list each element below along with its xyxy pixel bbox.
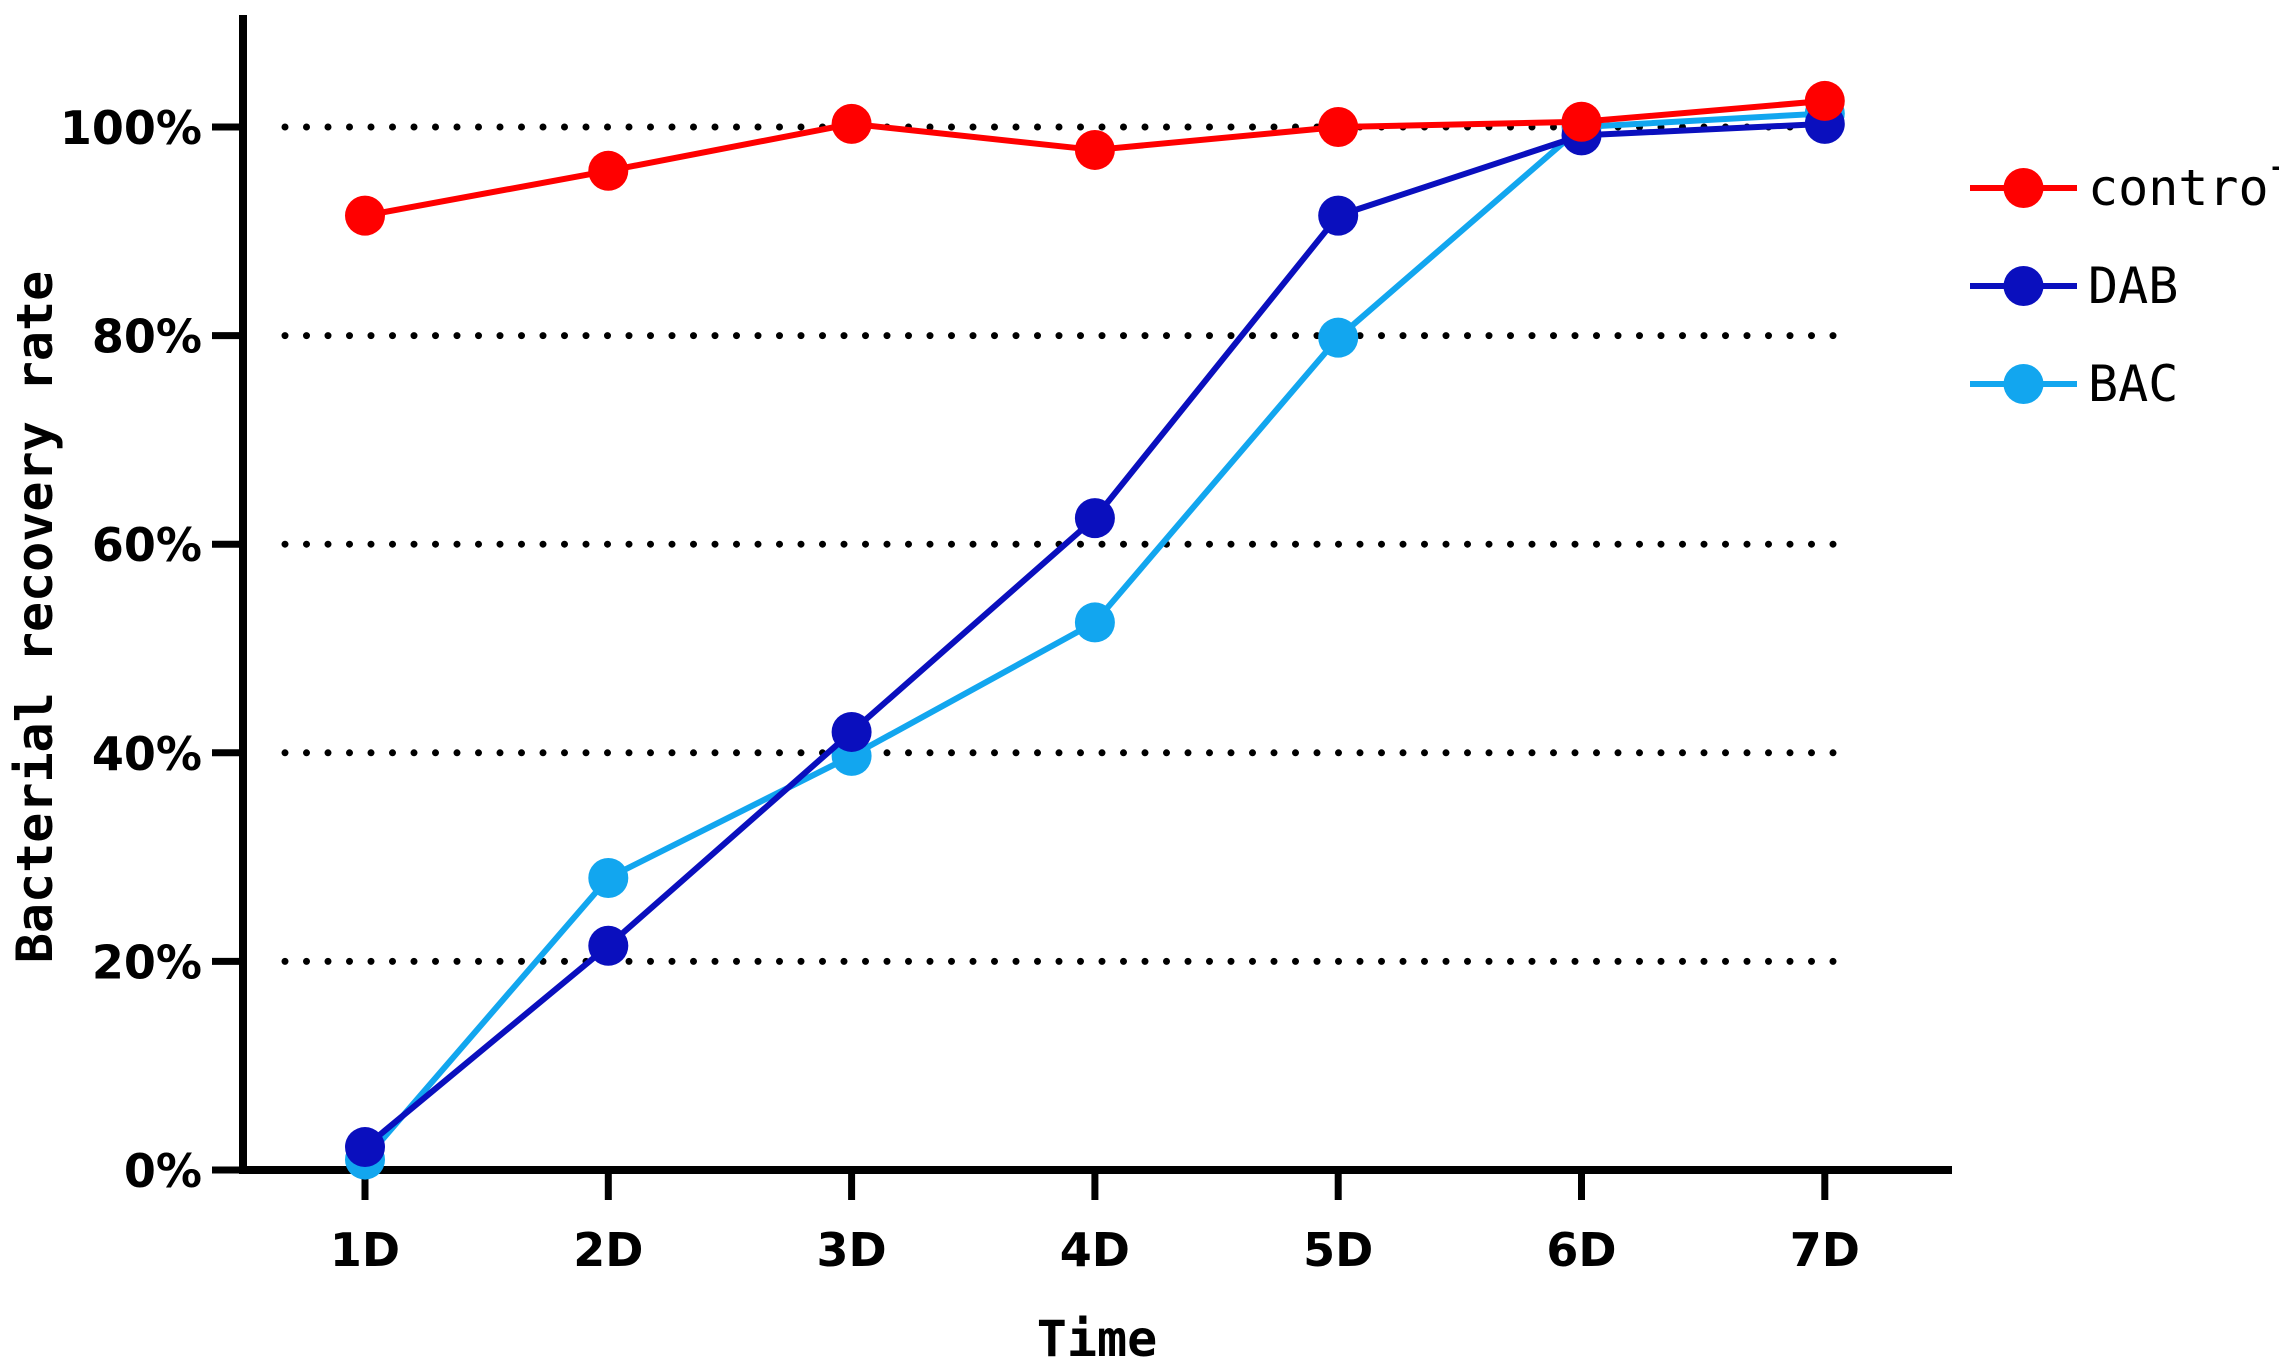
y-tick-label: 60%	[92, 518, 202, 572]
legend: control DAB BAC	[1970, 159, 2279, 413]
legend-item-control: control	[1970, 159, 2279, 217]
data-point	[345, 195, 385, 236]
x-ticks: 1D 2D 3D 4D 5D 6D 7D	[330, 1170, 1860, 1277]
y-ticks: 0% 20% 40% 60% 80% 100%	[60, 101, 243, 1198]
data-point	[1804, 80, 1845, 121]
x-tick-label: 2D	[573, 1223, 643, 1277]
data-point	[1561, 101, 1602, 142]
x-tick-label: 1D	[330, 1223, 400, 1277]
y-tick-label: 0%	[124, 1144, 202, 1198]
data-point	[1074, 498, 1115, 539]
data-point	[831, 711, 872, 752]
x-tick-label: 6D	[1546, 1223, 1616, 1277]
x-tick-label: 4D	[1060, 1223, 1130, 1277]
x-axis-title: Time	[1037, 1310, 1157, 1368]
data-point	[1318, 107, 1359, 147]
legend-label: control	[2088, 159, 2279, 217]
y-tick-label: 80%	[92, 310, 202, 364]
legend-marker	[2003, 266, 2044, 306]
data-point	[588, 925, 629, 966]
x-tick-label: 3D	[816, 1223, 886, 1277]
data-point	[1074, 129, 1115, 170]
series	[345, 80, 1845, 1180]
data-point	[831, 103, 872, 144]
x-tick-label: 5D	[1303, 1223, 1373, 1277]
legend-marker	[2003, 168, 2044, 208]
data-point	[1074, 602, 1115, 643]
data-point	[588, 857, 629, 898]
data-point	[345, 1127, 385, 1168]
data-point	[1318, 317, 1359, 358]
y-axis-title: Bacterial recovery rate	[6, 271, 64, 963]
series-control	[345, 80, 1845, 236]
y-tick-label: 100%	[60, 101, 202, 155]
axes	[239, 15, 1952, 1174]
x-tick-label: 7D	[1790, 1223, 1860, 1277]
legend-marker	[2003, 364, 2044, 404]
y-tick-label: 20%	[92, 935, 202, 989]
y-tick-label: 40%	[92, 727, 202, 781]
data-point	[588, 150, 629, 191]
legend-item-BAC: BAC	[1970, 355, 2178, 413]
data-point	[1318, 195, 1359, 236]
legend-label: BAC	[2088, 355, 2178, 413]
series-BAC	[345, 93, 1845, 1180]
legend-item-DAB: DAB	[1970, 257, 2178, 315]
legend-label: DAB	[2088, 257, 2178, 315]
